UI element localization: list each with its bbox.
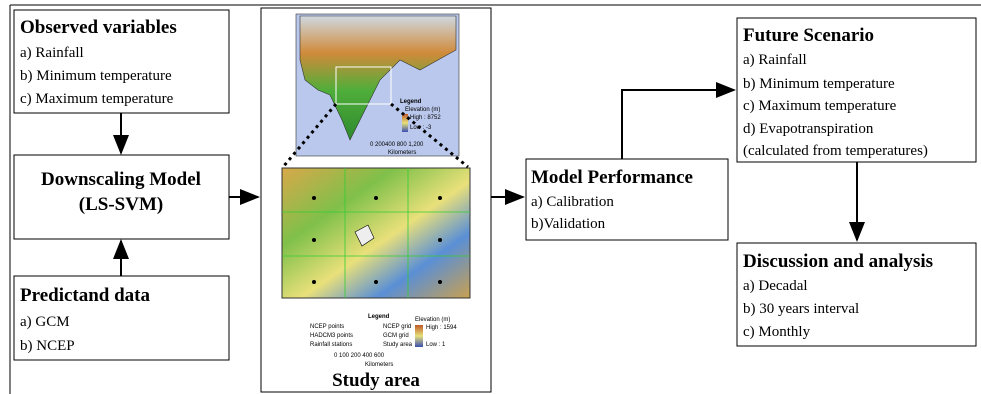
box-item: (calculated from temperatures) [743,143,928,159]
legend-text: Low : 1 [426,342,446,348]
box-title: Downscaling Model [41,169,201,190]
observed-box: Observed variables a) Rainfall b) Minimu… [14,10,229,113]
caption: Study area [332,370,420,391]
scale-unit: Kilometers [365,362,393,368]
study-area-panel: Legend Elevation (m) High : 8752 Low : -… [261,8,491,392]
legend-item: Study area [383,342,413,348]
box-item: c) Maximum temperature [20,91,174,107]
downscaling-box: Downscaling Model (LS-SVM) [14,155,229,239]
box-subtitle: (LS-SVM) [79,194,163,215]
diagram: Observed variables a) Rainfall b) Minimu… [0,0,981,394]
box-title: Observed variables [20,17,177,38]
inset-legend-text: Elevation (m) [405,107,440,113]
legend-item: NCEP grid [383,324,411,330]
box-item: a) Calibration [531,194,614,210]
performance-box: Model Performance a) Calibration b)Valid… [526,159,728,240]
inset-unit: Kilometers [388,150,416,156]
legend-item: HADCM3 points [310,333,353,339]
inset-legend-text: Low : -3 [410,125,432,131]
legend-text: High : 1594 [426,325,457,331]
scale: 0 100 200 400 600 [334,353,385,359]
inset-legend-text: High : 8752 [410,115,441,121]
box-item: c) Maximum temperature [743,98,897,114]
box-item: a) GCM [20,314,70,330]
box-title: Future Scenario [743,25,874,46]
legend-item: GCM grid [383,333,409,339]
box-item: b) 30 years interval [743,301,859,317]
box-item: c) Monthly [743,324,811,340]
inset-legend-title: Legend [400,99,422,105]
inset-scale: 0 200400 800 1,200 [370,142,424,148]
discussion-box: Discussion and analysis a) Decadal b) 30… [737,243,976,346]
legend-item: NCEP points [310,324,344,330]
predictand-box: Predictand data a) GCM b) NCEP [14,276,229,360]
box-item: a) Decadal [743,278,808,294]
box-title: Model Performance [531,167,693,188]
box-title: Discussion and analysis [743,251,933,272]
future-box: Future Scenario a) Rainfall b) Minimum t… [737,18,976,162]
box-item: b)Validation [531,216,606,232]
legend-item: Rainfall stations [310,342,352,348]
study-map [282,168,470,298]
box-item: b) Minimum temperature [20,68,172,84]
box-item: a) Rainfall [743,52,807,68]
box-item: b) NCEP [20,338,75,354]
box-item: d) Evapotranspiration [743,121,874,137]
legend-text: Elevation (m) [415,317,450,323]
box-item: a) Rainfall [20,45,84,61]
box-item: b) Minimum temperature [743,76,895,92]
legend-title: Legend [368,314,390,320]
box-title: Predictand data [20,285,151,306]
